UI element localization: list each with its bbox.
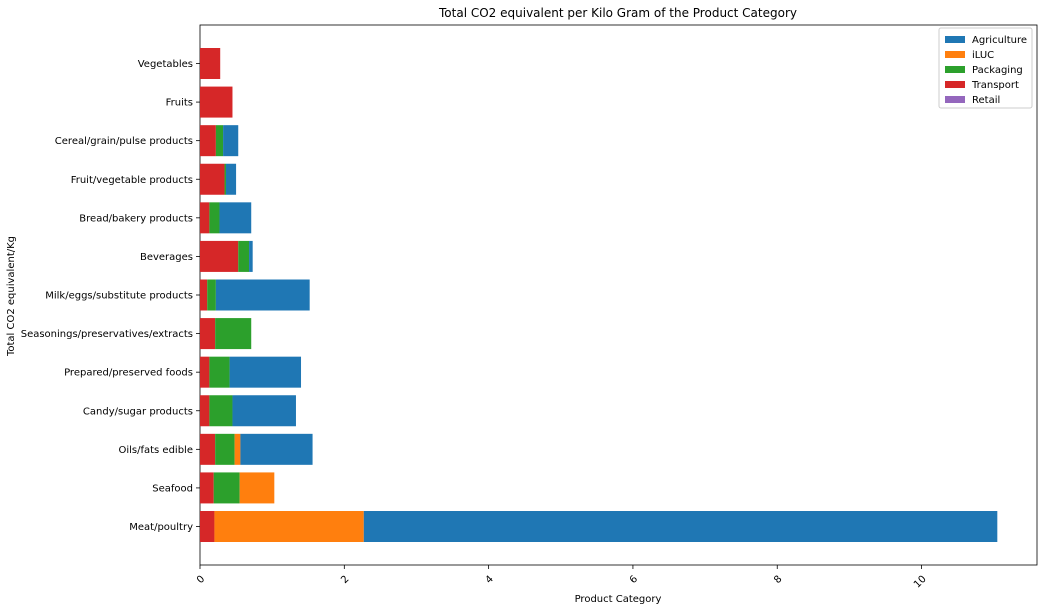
bar-packaging-10 (224, 163, 226, 195)
bar-iluc-2 (239, 472, 275, 504)
legend-label-retail: Retail (972, 95, 1000, 106)
y-tick-label: Fruits (166, 98, 193, 109)
bar-packaging-5 (209, 356, 230, 388)
y-tick-label: Seasonings/preservatives/extracts (21, 329, 193, 340)
bar-transport-5 (200, 356, 210, 388)
bar-agriculture-10 (225, 163, 237, 195)
x-tick-label: 4 (484, 574, 496, 586)
bar-transport-13 (200, 48, 221, 79)
x-tick-label: 0 (195, 574, 207, 586)
x-tick-label: 2 (339, 574, 351, 586)
bar-transport-11 (200, 125, 216, 157)
bar-packaging-9 (209, 202, 220, 234)
bar-packaging-3 (215, 433, 235, 465)
bar-transport-9 (200, 202, 210, 234)
bar-iluc-1 (214, 511, 364, 542)
bar-transport-8 (200, 240, 239, 272)
y-tick-label: Cereal/grain/pulse products (55, 136, 193, 147)
bar-agriculture-9 (219, 202, 252, 234)
bar-transport-12 (200, 86, 233, 118)
bar-packaging-8 (238, 240, 250, 272)
y-tick-label: Vegetables (138, 59, 193, 70)
bar-iluc-3 (234, 433, 241, 465)
bar-transport-1 (200, 511, 215, 542)
bar-packaging-11 (215, 125, 224, 157)
y-tick-label: Fruit/vegetable products (71, 175, 193, 186)
legend: Agriculture iLUC Packaging Transport Retail (938, 27, 1033, 109)
bar-agriculture-5 (229, 356, 302, 388)
y-tick-label: Milk/eggs/substitute products (45, 291, 193, 302)
x-axis-label: Product Category (575, 594, 662, 605)
y-tick-label: Meat/poultry (129, 522, 193, 533)
chart-title: Total CO2 equivalent per Kilo Gram of th… (438, 6, 797, 20)
bar-agriculture-7 (215, 279, 310, 311)
bar-transport-6 (200, 318, 216, 350)
x-tick-label: 6 (628, 574, 640, 586)
bar-transport-2 (200, 472, 214, 504)
legend-label-iluc: iLUC (972, 50, 994, 61)
legend-swatch-retail (945, 96, 965, 103)
y-tick-label: Candy/sugar products (83, 406, 193, 417)
y-tick-label: Prepared/preserved foods (64, 368, 193, 379)
bar-packaging-2 (213, 472, 240, 504)
bar-agriculture-11 (223, 125, 239, 157)
bar-packaging-4 (209, 395, 233, 427)
bar-transport-7 (200, 279, 208, 311)
bar-packaging-7 (207, 279, 216, 311)
bar-transport-4 (200, 395, 210, 427)
bar-agriculture-8 (249, 240, 253, 272)
plot-area: Meat/poultry Seafood Oils/fats edible Candy… (21, 24, 1038, 591)
legend-swatch-packaging (945, 66, 965, 73)
x-tick-label: 8 (772, 574, 784, 586)
legend-swatch-iluc (945, 51, 965, 58)
y-axis-label: Total CO2 equivalent/Kg (6, 236, 17, 357)
bar-agriculture-1 (363, 511, 998, 542)
bar-packaging-6 (215, 318, 252, 350)
bar-agriculture-3 (240, 433, 313, 465)
legend-label-transport: Transport (971, 80, 1019, 91)
plot-frame (199, 24, 1038, 566)
legend-label-packaging: Packaging (972, 65, 1023, 76)
bar-transport-10 (200, 163, 225, 195)
legend-swatch-agriculture (945, 36, 965, 43)
bar-agriculture-4 (232, 395, 296, 427)
y-tick-label: Seafood (152, 483, 193, 494)
y-tick-label: Beverages (140, 252, 193, 263)
x-tick-label: 10 (912, 574, 929, 591)
bar-transport-3 (200, 433, 216, 465)
y-tick-label: Oils/fats edible (118, 445, 193, 456)
legend-swatch-transport (945, 81, 965, 88)
y-tick-label: Bread/bakery products (79, 213, 193, 224)
legend-label-agriculture: Agriculture (972, 35, 1027, 46)
